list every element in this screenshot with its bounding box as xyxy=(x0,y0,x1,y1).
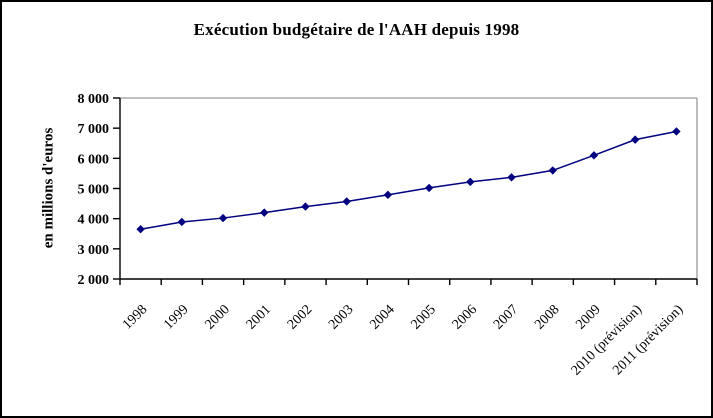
y-tick-label: 7 000 xyxy=(78,122,110,137)
y-tick-label: 8 000 xyxy=(78,92,110,107)
data-series-line xyxy=(140,130,677,230)
y-tick-label: 2 000 xyxy=(78,273,110,288)
data-point-marker xyxy=(342,197,351,206)
data-point-marker xyxy=(630,135,640,144)
data-point-marker xyxy=(589,151,599,160)
data-point-marker xyxy=(466,177,475,187)
x-tick-label: 2010 (prévision) xyxy=(569,302,646,379)
x-tick-label: 2003 xyxy=(326,302,356,332)
x-tick-label: 2009 xyxy=(573,302,603,332)
x-tick-label: 2007 xyxy=(491,302,521,332)
data-point-marker xyxy=(177,217,187,227)
y-tick-label: 6 000 xyxy=(78,152,110,167)
data-point-marker xyxy=(548,166,557,175)
y-tick-label: 4 000 xyxy=(78,213,110,228)
data-point-marker xyxy=(218,213,228,223)
x-tick-label: 2000 xyxy=(202,302,232,332)
data-point-marker xyxy=(136,225,145,234)
data-point-marker xyxy=(260,208,269,217)
x-tick-label: 1999 xyxy=(161,302,191,332)
chart-title: Exécution budgétaire de l'AAH depuis 199… xyxy=(193,20,520,39)
data-point-marker xyxy=(672,127,681,136)
y-tick-label: 5 000 xyxy=(78,183,110,198)
y-tick-label: 3 000 xyxy=(78,243,110,258)
x-tick-label: 2011 (prévision) xyxy=(610,302,686,378)
x-tick-label: 1998 xyxy=(120,302,150,332)
x-tick-label: 2005 xyxy=(409,302,439,332)
x-tick-label: 2002 xyxy=(285,302,315,332)
x-tick-label: 2008 xyxy=(532,302,562,332)
data-point-marker xyxy=(383,190,393,200)
x-tick-label: 2004 xyxy=(367,302,397,332)
data-point-marker xyxy=(424,183,434,193)
x-tick-label: 2006 xyxy=(450,302,480,332)
data-point-marker xyxy=(507,173,516,182)
data-point-marker xyxy=(301,202,310,211)
x-tick-label: 2001 xyxy=(244,302,274,332)
